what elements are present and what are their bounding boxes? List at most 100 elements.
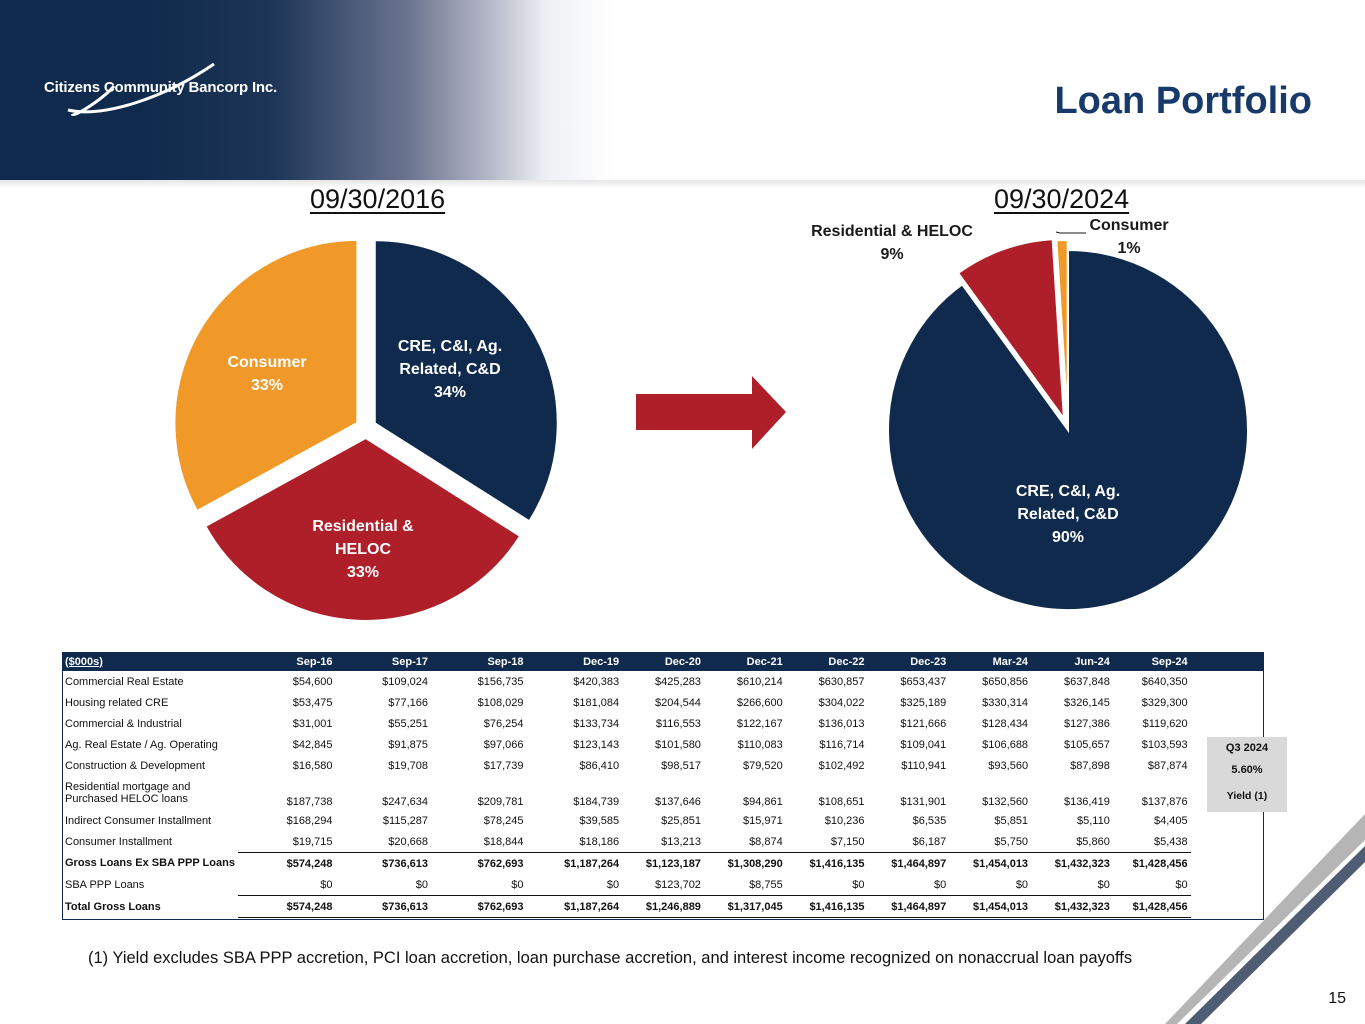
table-cell: $0 <box>335 874 431 896</box>
pie-slice-0 <box>373 239 559 523</box>
table-cell: $13,213 <box>622 831 704 853</box>
pie-2024-label-residential-line1: Residential & HELOC <box>811 223 973 240</box>
table-cell: $55,251 <box>388 717 428 730</box>
table-cell: $425,283 <box>655 675 701 688</box>
table-cell: $123,143 <box>573 738 620 751</box>
table-cell: $1,308,290 <box>727 857 783 870</box>
pie-2016 <box>173 238 559 622</box>
table-cell: $128,434 <box>982 717 1029 730</box>
table-cell: $121,666 <box>900 717 947 730</box>
table-cell: $1,464,897 <box>891 857 947 870</box>
table-row: Commercial Real Estate $54,600 $109,024 $15… <box>62 671 1264 692</box>
table-header-cell: Dec-22 <box>785 652 868 671</box>
table-cell: $1,432,323 <box>1031 895 1113 920</box>
table-cell: $5,110 <box>1077 814 1110 827</box>
table-cell: $137,646 <box>655 796 701 808</box>
table-cell: $97,066 <box>483 738 524 751</box>
table-header-unit: ($000s) <box>62 652 238 671</box>
table-cell: $1,454,013 <box>973 857 1029 870</box>
table-cell: $77,166 <box>388 696 428 709</box>
table-cell: $131,901 <box>900 796 947 808</box>
table-cell: $1,432,323 <box>1054 857 1110 870</box>
row-label: SBA PPP Loans <box>65 878 145 891</box>
table-cell: $108,029 <box>477 696 524 709</box>
pie-2016-label-consumer: Consumer 33% <box>212 351 322 397</box>
table-cell: $110,083 <box>737 738 783 751</box>
table-cell: $0 <box>526 874 623 896</box>
table-cell: $116,553 <box>655 717 701 730</box>
corner-decoration <box>1165 814 1365 1024</box>
table-cell: $132,560 <box>982 796 1029 808</box>
table-cell: $133,734 <box>573 717 620 730</box>
table-cell: $630,857 <box>818 675 865 688</box>
header-band <box>0 0 1365 180</box>
table-cell: $0 <box>431 874 527 896</box>
table-cell: $574,248 <box>286 857 333 870</box>
table-cell: $25,851 <box>661 814 701 827</box>
table-cell: $5,438 <box>1112 831 1191 853</box>
table-cell: $156,735 <box>477 675 524 688</box>
table-cell: $109,041 <box>900 738 947 751</box>
table-row: Commercial & Industrial $31,001 $55,251 $76… <box>62 713 1264 734</box>
table-cell: $420,383 <box>573 675 620 688</box>
table-cell: $108,651 <box>818 796 865 808</box>
pie-2024-label-consumer: Consumer 1% <box>1084 214 1174 260</box>
table-cell: $91,875 <box>388 738 428 751</box>
table-cell: $266,600 <box>736 696 783 709</box>
table-cell: $181,084 <box>573 696 620 709</box>
pie-2024-label-cre-pct: 90% <box>1051 529 1085 546</box>
row-label: Residential mortgage and Purchased HELOC … <box>62 776 238 810</box>
table-header-cell: Sep-24 <box>1112 652 1191 671</box>
pie-2016-label-residential-pct: 33% <box>346 564 380 581</box>
row-label: Ag. Real Estate / Ag. Operating <box>65 738 218 751</box>
company-logo: Citizens Community Bancorp Inc. <box>44 58 284 122</box>
pie-2016-title: 09/30/2016 <box>310 184 446 214</box>
table-cell: $93,560 <box>988 759 1029 772</box>
table-cell: $247,634 <box>382 796 428 808</box>
table-header-row: ($000s) Sep-16 Sep-17 Sep-18 Dec-19 Dec-… <box>62 652 1264 671</box>
row-label-line1: Residential mortgage and <box>65 781 191 793</box>
table-cell: $762,693 <box>477 857 524 870</box>
table-row: SBA PPP Loans $0 $0 $0 $0 $123,702 $8,755 $0 $0 $… <box>62 874 1264 896</box>
table-cell: $18,186 <box>526 831 623 853</box>
table-cell: $610,214 <box>736 675 783 688</box>
pie-2016-label-consumer-line1: Consumer <box>227 354 307 371</box>
table-spacer-cell <box>1191 692 1264 713</box>
row-label: Indirect Consumer Installment <box>65 814 212 827</box>
table-cell: $736,613 <box>382 857 428 870</box>
table-cell: $1,246,889 <box>622 895 704 920</box>
table-cell: $1,187,264 <box>564 857 620 870</box>
page-title: Loan Portfolio <box>1054 80 1312 122</box>
pie-2016-label-residential-line1: Residential & <box>312 518 414 535</box>
pie-2024-label-cre-line2: Related, C&D <box>1017 506 1119 523</box>
table-cell: $1,464,897 <box>867 895 950 920</box>
table-cell: $103,593 <box>1141 738 1188 751</box>
row-label: Construction & Development <box>65 759 206 772</box>
table-row: Gross Loans Ex SBA PPP Loans $574,248 $736… <box>62 853 1264 875</box>
table-cell: $106,688 <box>982 738 1029 751</box>
row-label: Consumer Installment <box>65 835 172 848</box>
table-cell: $184,739 <box>573 796 620 808</box>
pie-2024-label-cre-line1: CRE, C&I, Ag. <box>1015 483 1121 500</box>
pie-2024-title: 09/30/2024 <box>994 184 1130 214</box>
pie-2024-label-cre: CRE, C&I, Ag. Related, C&D 90% <box>1008 480 1128 549</box>
table-cell: $653,437 <box>900 675 947 688</box>
header-shadow <box>0 180 1365 188</box>
table-cell: $18,844 <box>431 831 527 853</box>
table-cell: $325,189 <box>900 696 947 709</box>
table-cell: $109,024 <box>382 675 428 688</box>
table-cell: $1,187,264 <box>526 895 623 920</box>
table-cell: $110,941 <box>901 759 947 772</box>
consumer-leader-line <box>1055 231 1086 234</box>
table-body: Commercial Real Estate $54,600 $109,024 $15… <box>62 671 1264 920</box>
yield-label: Yield (1) <box>1226 790 1268 802</box>
table-cell: $15,971 <box>742 814 783 827</box>
table-cell: $19,715 <box>237 831 336 853</box>
table-cell: $0 <box>867 874 950 896</box>
table-row: Housing related CRE $53,475 $77,166 $108,02… <box>62 692 1264 713</box>
table-cell: $209,781 <box>477 796 524 808</box>
table-header-cell: Dec-21 <box>703 652 786 671</box>
table-cell: $1,428,456 <box>1132 857 1188 870</box>
table-row: Total Gross Loans $574,248 $736,613 $762,69… <box>62 895 1264 920</box>
table-cell: $574,248 <box>237 895 336 920</box>
